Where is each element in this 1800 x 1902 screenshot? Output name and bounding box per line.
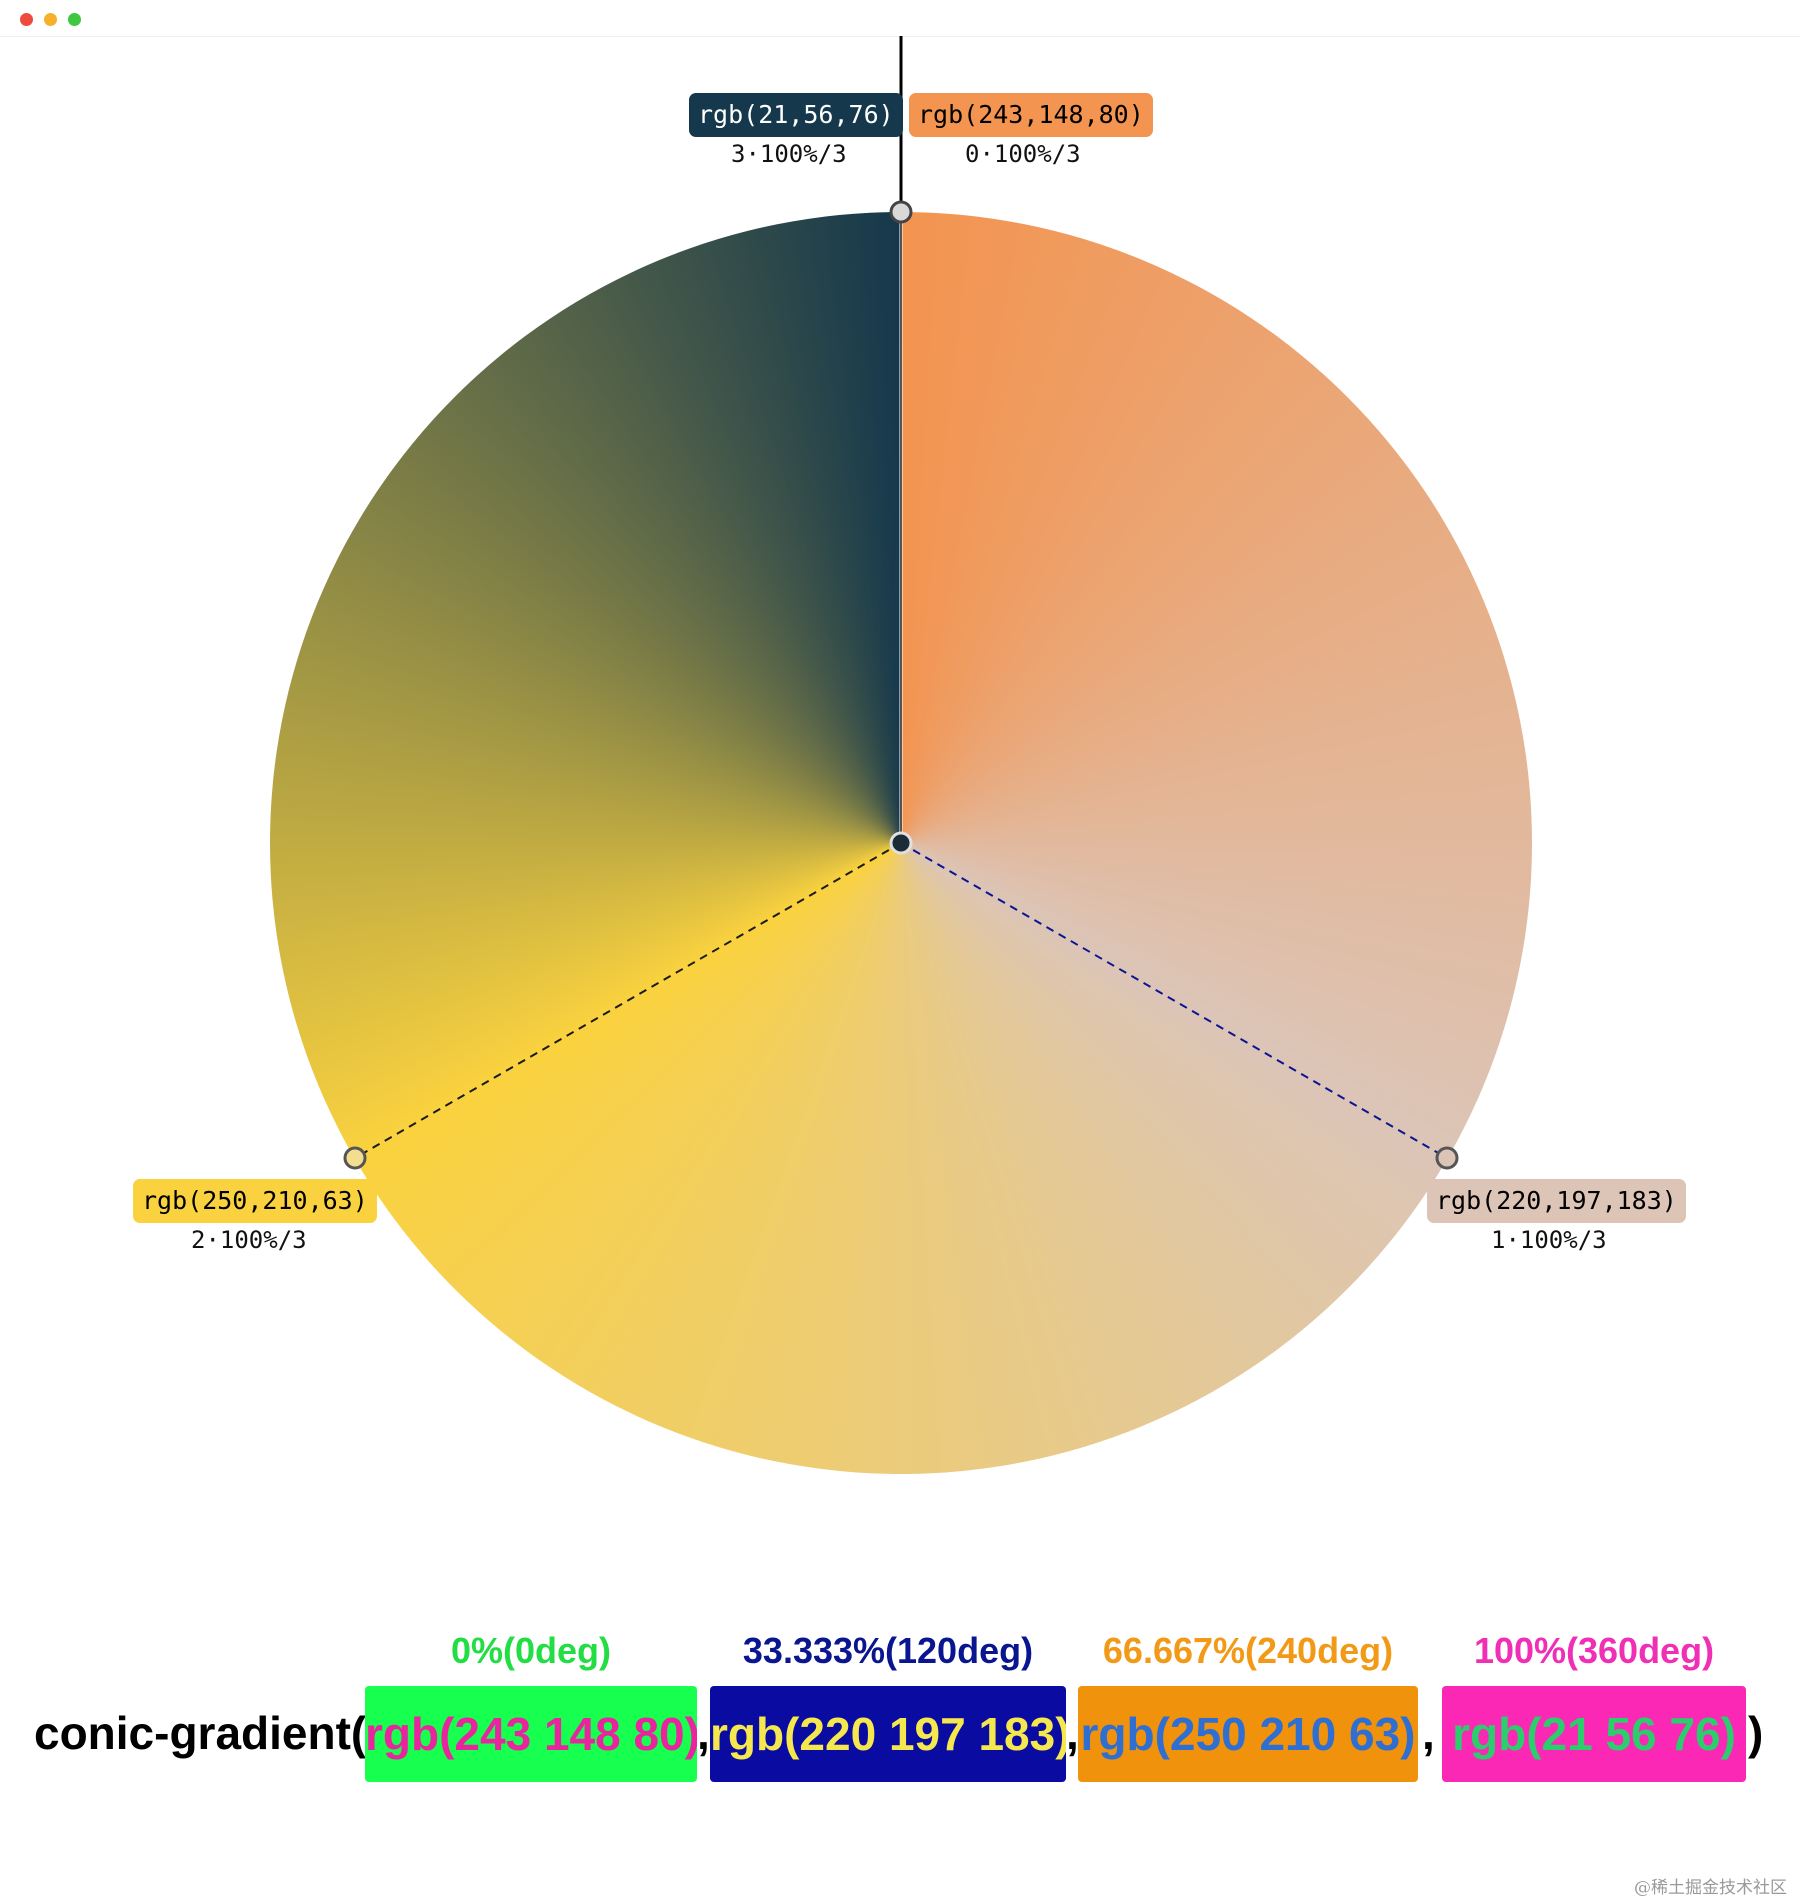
stop-percent-label-0: 0%(0deg)	[450, 1630, 612, 1671]
stop-handle-0deg[interactable]	[889, 200, 913, 224]
center-handle[interactable]	[889, 831, 913, 855]
code-separator: ,	[1066, 1707, 1079, 1759]
stop-handle-240deg[interactable]	[343, 1146, 367, 1170]
code-stop-chip-2: rgb(250 210 63)	[1078, 1686, 1418, 1782]
code-closing-paren: )	[1748, 1707, 1764, 1759]
code-function-name: conic-gradient(	[34, 1707, 367, 1759]
code-stop-chip-0: rgb(243 148 80)	[365, 1686, 697, 1782]
stop-ray-120deg	[900, 842, 1448, 1159]
stop-ray-240deg	[354, 842, 902, 1159]
code-stop-chip-3: rgb(21 56 76)	[1442, 1686, 1746, 1782]
code-separator: ,	[697, 1707, 710, 1759]
stop-tag-rgb-243-148-80: rgb(243,148,80)	[909, 93, 1153, 137]
stop-tag-rgb-250-210-63: rgb(250,210,63)	[133, 1179, 377, 1223]
stop-tag-rgb-220-197-183: rgb(220,197,183)	[1427, 1179, 1686, 1223]
minimize-window-icon[interactable]	[44, 13, 57, 26]
stop-tag-rgb-21-56-76: rgb(21,56,76)	[689, 93, 903, 137]
stop-handle-120deg[interactable]	[1435, 1146, 1459, 1170]
stop-position-2: 2·100%/3	[191, 1226, 307, 1254]
maximize-window-icon[interactable]	[68, 13, 81, 26]
watermark: @稀土掘金技术社区	[1634, 1878, 1787, 1898]
stop-percent-label-2: 66.667%(240deg)	[1102, 1630, 1394, 1671]
code-separator: ,	[1422, 1707, 1435, 1759]
stop-percent-label-1: 33.333%(120deg)	[742, 1630, 1034, 1671]
code-stop-chip-1: rgb(220 197 183)	[710, 1686, 1066, 1782]
stop-position-3: 3·100%/3	[731, 140, 847, 168]
close-window-icon[interactable]	[20, 13, 33, 26]
stop-position-1: 1·100%/3	[1491, 1226, 1607, 1254]
stop-position-0: 0·100%/3	[965, 140, 1081, 168]
stop-percent-label-3: 100%(360deg)	[1473, 1630, 1715, 1671]
